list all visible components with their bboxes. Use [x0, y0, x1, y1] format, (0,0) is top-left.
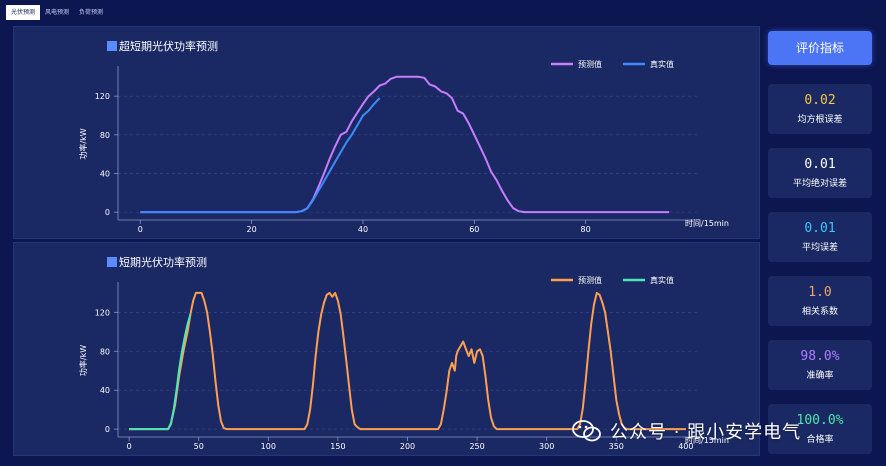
metric-label: 均方根误差: [797, 115, 843, 125]
chart-title: 短期光伏功率预测: [119, 255, 207, 269]
y-tick-label: 40: [100, 386, 110, 395]
x-tick-label: 0: [127, 442, 132, 451]
x-tick-label: 100: [261, 442, 276, 451]
short-term-chart-panel: 短期光伏功率预测 0 40 80 120 0 50 100 150 200 250 300 350 400…: [13, 242, 760, 456]
series-line-predicted: [129, 291, 686, 431]
series-line-actual: [129, 314, 192, 431]
legend-label: 预测值: [578, 59, 602, 69]
y-tick-label: 0: [105, 208, 110, 217]
metric-value: 1.0: [808, 285, 832, 300]
x-tick-label: 350: [609, 442, 624, 451]
tab-bar: 光伏预测 风电预测 负荷预测: [6, 5, 108, 20]
metric-label: 准确率: [806, 371, 834, 381]
x-tick-label: 400: [678, 442, 693, 451]
metric-mean-error: 0.01 平均误差: [768, 212, 872, 262]
y-tick-label: 80: [100, 131, 110, 140]
metric-accuracy: 98.0% 准确率: [768, 340, 872, 390]
metric-value: 0.01: [804, 221, 836, 236]
metric-value: 100.0%: [796, 413, 844, 428]
metric-correlation: 1.0 相关系数: [768, 276, 872, 326]
title-marker: [107, 257, 117, 267]
ultra-short-term-chart-panel: 超短期光伏功率预测 0 40 80 120 0 20 40 60 80 时间/15min 功率/kW 预…: [13, 26, 760, 239]
legend-label: 真实值: [650, 275, 674, 285]
short-term-chart: 短期光伏功率预测 0 40 80 120 0 50 100 150 200 250 300 350 400…: [78, 255, 729, 451]
metric-value: 0.02: [804, 93, 836, 108]
series-line-predicted: [140, 75, 670, 214]
x-tick-label: 20: [247, 225, 257, 234]
metric-pass-rate: 100.0% 合格率: [768, 404, 872, 454]
evaluation-metrics-button[interactable]: 评价指标: [768, 31, 872, 65]
x-tick-label: 60: [469, 225, 479, 234]
metric-label: 平均绝对误差: [792, 179, 847, 189]
x-tick-label: 40: [358, 225, 368, 234]
legend-label: 预测值: [578, 275, 602, 285]
metric-label: 相关系数: [801, 307, 838, 317]
series-line-actual: [140, 97, 381, 214]
ultra-short-term-chart: 超短期光伏功率预测 0 40 80 120 0 20 40 60 80 时间/15min 功率/kW 预…: [78, 39, 729, 234]
x-axis-label: 时间/15min: [685, 435, 729, 445]
x-tick-label: 150: [330, 442, 345, 451]
y-tick-label: 120: [95, 308, 110, 317]
x-tick-label: 300: [539, 442, 554, 451]
y-axis-label: 功率/kW: [78, 128, 88, 159]
x-axis-label: 时间/15min: [685, 218, 729, 228]
x-tick-label: 80: [581, 225, 591, 234]
legend-label: 真实值: [650, 59, 674, 69]
metric-value: 0.01: [804, 157, 836, 172]
metric-label: 合格率: [806, 435, 834, 445]
chart-title: 超短期光伏功率预测: [119, 39, 218, 53]
y-axis-label: 功率/kW: [78, 345, 88, 376]
tab-pv-forecast[interactable]: 光伏预测: [6, 5, 41, 20]
metric-label: 平均误差: [801, 243, 838, 253]
tab-wind-forecast[interactable]: 风电预测: [45, 9, 70, 16]
y-tick-label: 120: [95, 92, 110, 101]
metric-mae: 0.01 平均绝对误差: [768, 148, 872, 198]
title-marker: [107, 41, 117, 51]
tab-load-forecast[interactable]: 负荷预测: [79, 9, 104, 16]
x-tick-label: 200: [400, 442, 415, 451]
y-tick-label: 80: [100, 347, 110, 356]
y-tick-label: 40: [100, 169, 110, 178]
metric-value: 98.0%: [800, 349, 840, 364]
x-tick-label: 0: [138, 225, 143, 234]
x-tick-label: 250: [469, 442, 484, 451]
metric-rmse: 0.02 均方根误差: [768, 84, 872, 134]
y-tick-label: 0: [105, 425, 110, 434]
x-tick-label: 50: [194, 442, 204, 451]
